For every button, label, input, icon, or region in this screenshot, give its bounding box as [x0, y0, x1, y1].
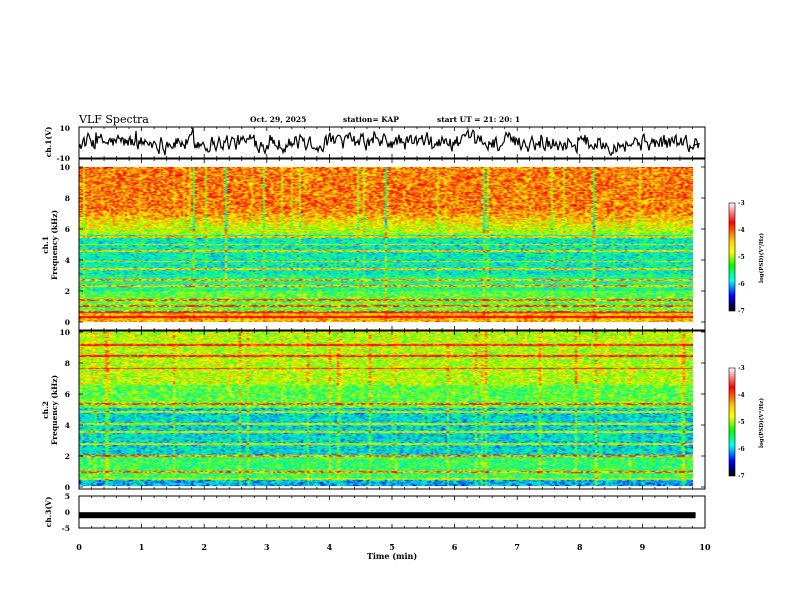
ch2-colorbar-label: log(PSD)(V²/Hz) [758, 398, 765, 448]
xtick-3: 3 [264, 542, 270, 552]
ch2-spectrogram-ticks [78, 331, 706, 489]
ch3-trace-panel: 5 0 -5 ch.3(V) 0 1 2 3 4 5 6 7 8 9 10 Ti… [44, 492, 711, 561]
ch2-freq-tick-4: 4 [65, 421, 70, 430]
ch1-spectrogram-panel: 0 2 4 6 8 10 ch.1 Frequency (kHz) -3 -4 … [41, 158, 765, 331]
ch1-spectrogram-image [79, 167, 693, 322]
ch1-ytick-top: 10 [60, 124, 70, 133]
ch1-time-ticks [78, 127, 706, 158]
ch2-colorbar [728, 367, 736, 477]
xtick-4: 4 [327, 542, 333, 552]
ch2-cbar-tick-m5: -5 [738, 419, 745, 426]
ch1-cbar-tick-m5: -5 [738, 254, 745, 261]
ch1-freq-tick-4: 4 [65, 256, 70, 265]
ch2-freq-tick-6: 6 [65, 390, 70, 399]
ch2-cbar-tick-m6: -6 [738, 446, 745, 453]
ch1-freq-tick-6: 6 [65, 225, 70, 234]
date-label: Oct. 29, 2025 [250, 115, 306, 124]
xtick-9: 9 [640, 542, 646, 552]
ch2-cbar-tick-m4: -4 [738, 392, 745, 399]
ch1-freq-tick-10: 10 [60, 163, 70, 172]
ch1-colorbar [728, 202, 736, 312]
station-label: station= KAP [343, 115, 399, 124]
ch1-freq-tick-0: 0 [65, 318, 70, 327]
ch1-cbar-tick-m3: -3 [738, 200, 745, 207]
ch1-freq-label-line1: ch.1 [41, 236, 50, 254]
ch1-colorbar-label: log(PSD)(V²/Hz) [758, 233, 765, 283]
xtick-8: 8 [577, 542, 583, 552]
start-ut-label: start UT = 21: 20: 1 [437, 115, 520, 124]
ch2-cbar-tick-m3: -3 [738, 365, 745, 372]
ch1-cbar-tick-m7: -7 [738, 308, 745, 315]
ch2-freq-tick-8: 8 [65, 359, 70, 368]
ch3-ytick-mid: 0 [65, 508, 70, 517]
ch3-ytick-bottom: -5 [62, 524, 70, 533]
ch3-ytick-top: 5 [65, 492, 70, 501]
xtick-5: 5 [389, 542, 395, 552]
ch1-cbar-tick-m4: -4 [738, 227, 745, 234]
ch2-freq-tick-10: 10 [60, 328, 70, 337]
ch3-ylabel: ch.3(V) [44, 497, 53, 528]
ch2-freq-tick-0: 0 [65, 483, 70, 492]
figure-title: VLF Spectra [78, 113, 149, 126]
x-axis-label: Time (min) [367, 551, 417, 561]
xtick-0: 0 [76, 542, 82, 552]
ch1-spectrogram-ticks [78, 159, 706, 330]
ch1-freq-tick-2: 2 [65, 287, 70, 296]
ch3-time-ticks [78, 496, 706, 528]
ch2-cbar-tick-m7: -7 [738, 473, 745, 480]
ch2-freq-label-line2: Frequency (kHz) [50, 375, 59, 445]
ch3-trace-line [79, 512, 696, 519]
ch2-freq-tick-2: 2 [65, 452, 70, 461]
ch2-freq-label-line1: ch.2 [41, 401, 50, 419]
ch1-waveform-panel: 10 -10 ch.1(V) [44, 124, 706, 163]
xtick-7: 7 [514, 542, 520, 552]
ch1-ytick-bottom: -10 [56, 154, 70, 163]
ch1-ylabel: ch.1(V) [44, 127, 53, 158]
ch2-spectrogram-image [79, 331, 693, 486]
xtick-1: 1 [139, 542, 145, 552]
ch1-freq-label-line2: Frequency (kHz) [50, 210, 59, 280]
xtick-2: 2 [201, 542, 207, 552]
ch1-cbar-tick-m6: -6 [738, 281, 745, 288]
ch2-spectrogram-panel: 0 2 4 6 8 10 ch.2 Frequency (kHz) -3 -4 … [41, 328, 765, 492]
xtick-10: 10 [699, 542, 711, 552]
ch3-trace-frame [78, 495, 706, 529]
ch1-waveform-line [78, 127, 700, 157]
ch1-freq-tick-8: 8 [65, 194, 70, 203]
xtick-6: 6 [452, 542, 458, 552]
